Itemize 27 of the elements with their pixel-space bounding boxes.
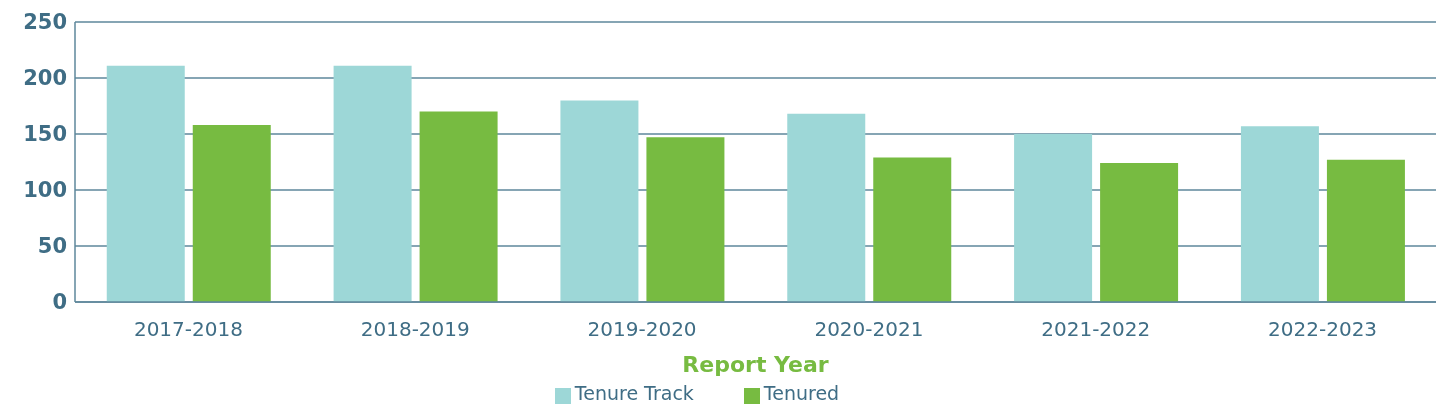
bar xyxy=(873,157,952,302)
bar xyxy=(560,100,639,302)
bar xyxy=(1326,159,1405,302)
y-tick-label: 100 xyxy=(23,178,67,203)
legend-label: Tenure Track xyxy=(574,382,694,404)
bar xyxy=(419,111,498,302)
y-tick-label: 250 xyxy=(23,10,67,35)
x-tick-label: 2020-2021 xyxy=(814,317,924,342)
bar xyxy=(787,113,866,302)
x-tick-label: 2017-2018 xyxy=(133,317,243,342)
bar xyxy=(106,65,185,302)
bar xyxy=(1240,126,1319,302)
bar xyxy=(1100,163,1179,302)
x-tick-label: 2022-2023 xyxy=(1268,317,1378,342)
legend-label: Tenured xyxy=(763,382,840,404)
y-tick-label: 50 xyxy=(37,234,67,259)
y-tick-label: 200 xyxy=(23,66,67,91)
x-tick-label: 2021-2022 xyxy=(1041,317,1151,342)
bar xyxy=(1014,134,1093,302)
y-tick-label: 150 xyxy=(23,122,67,147)
y-tick-label: 0 xyxy=(52,290,67,315)
bar xyxy=(192,125,271,302)
x-tick-label: 2018-2019 xyxy=(360,317,470,342)
x-tick-label: 2019-2020 xyxy=(587,317,697,342)
bar xyxy=(646,137,725,302)
x-axis-title: Report Year xyxy=(682,352,829,377)
bar xyxy=(333,65,412,302)
